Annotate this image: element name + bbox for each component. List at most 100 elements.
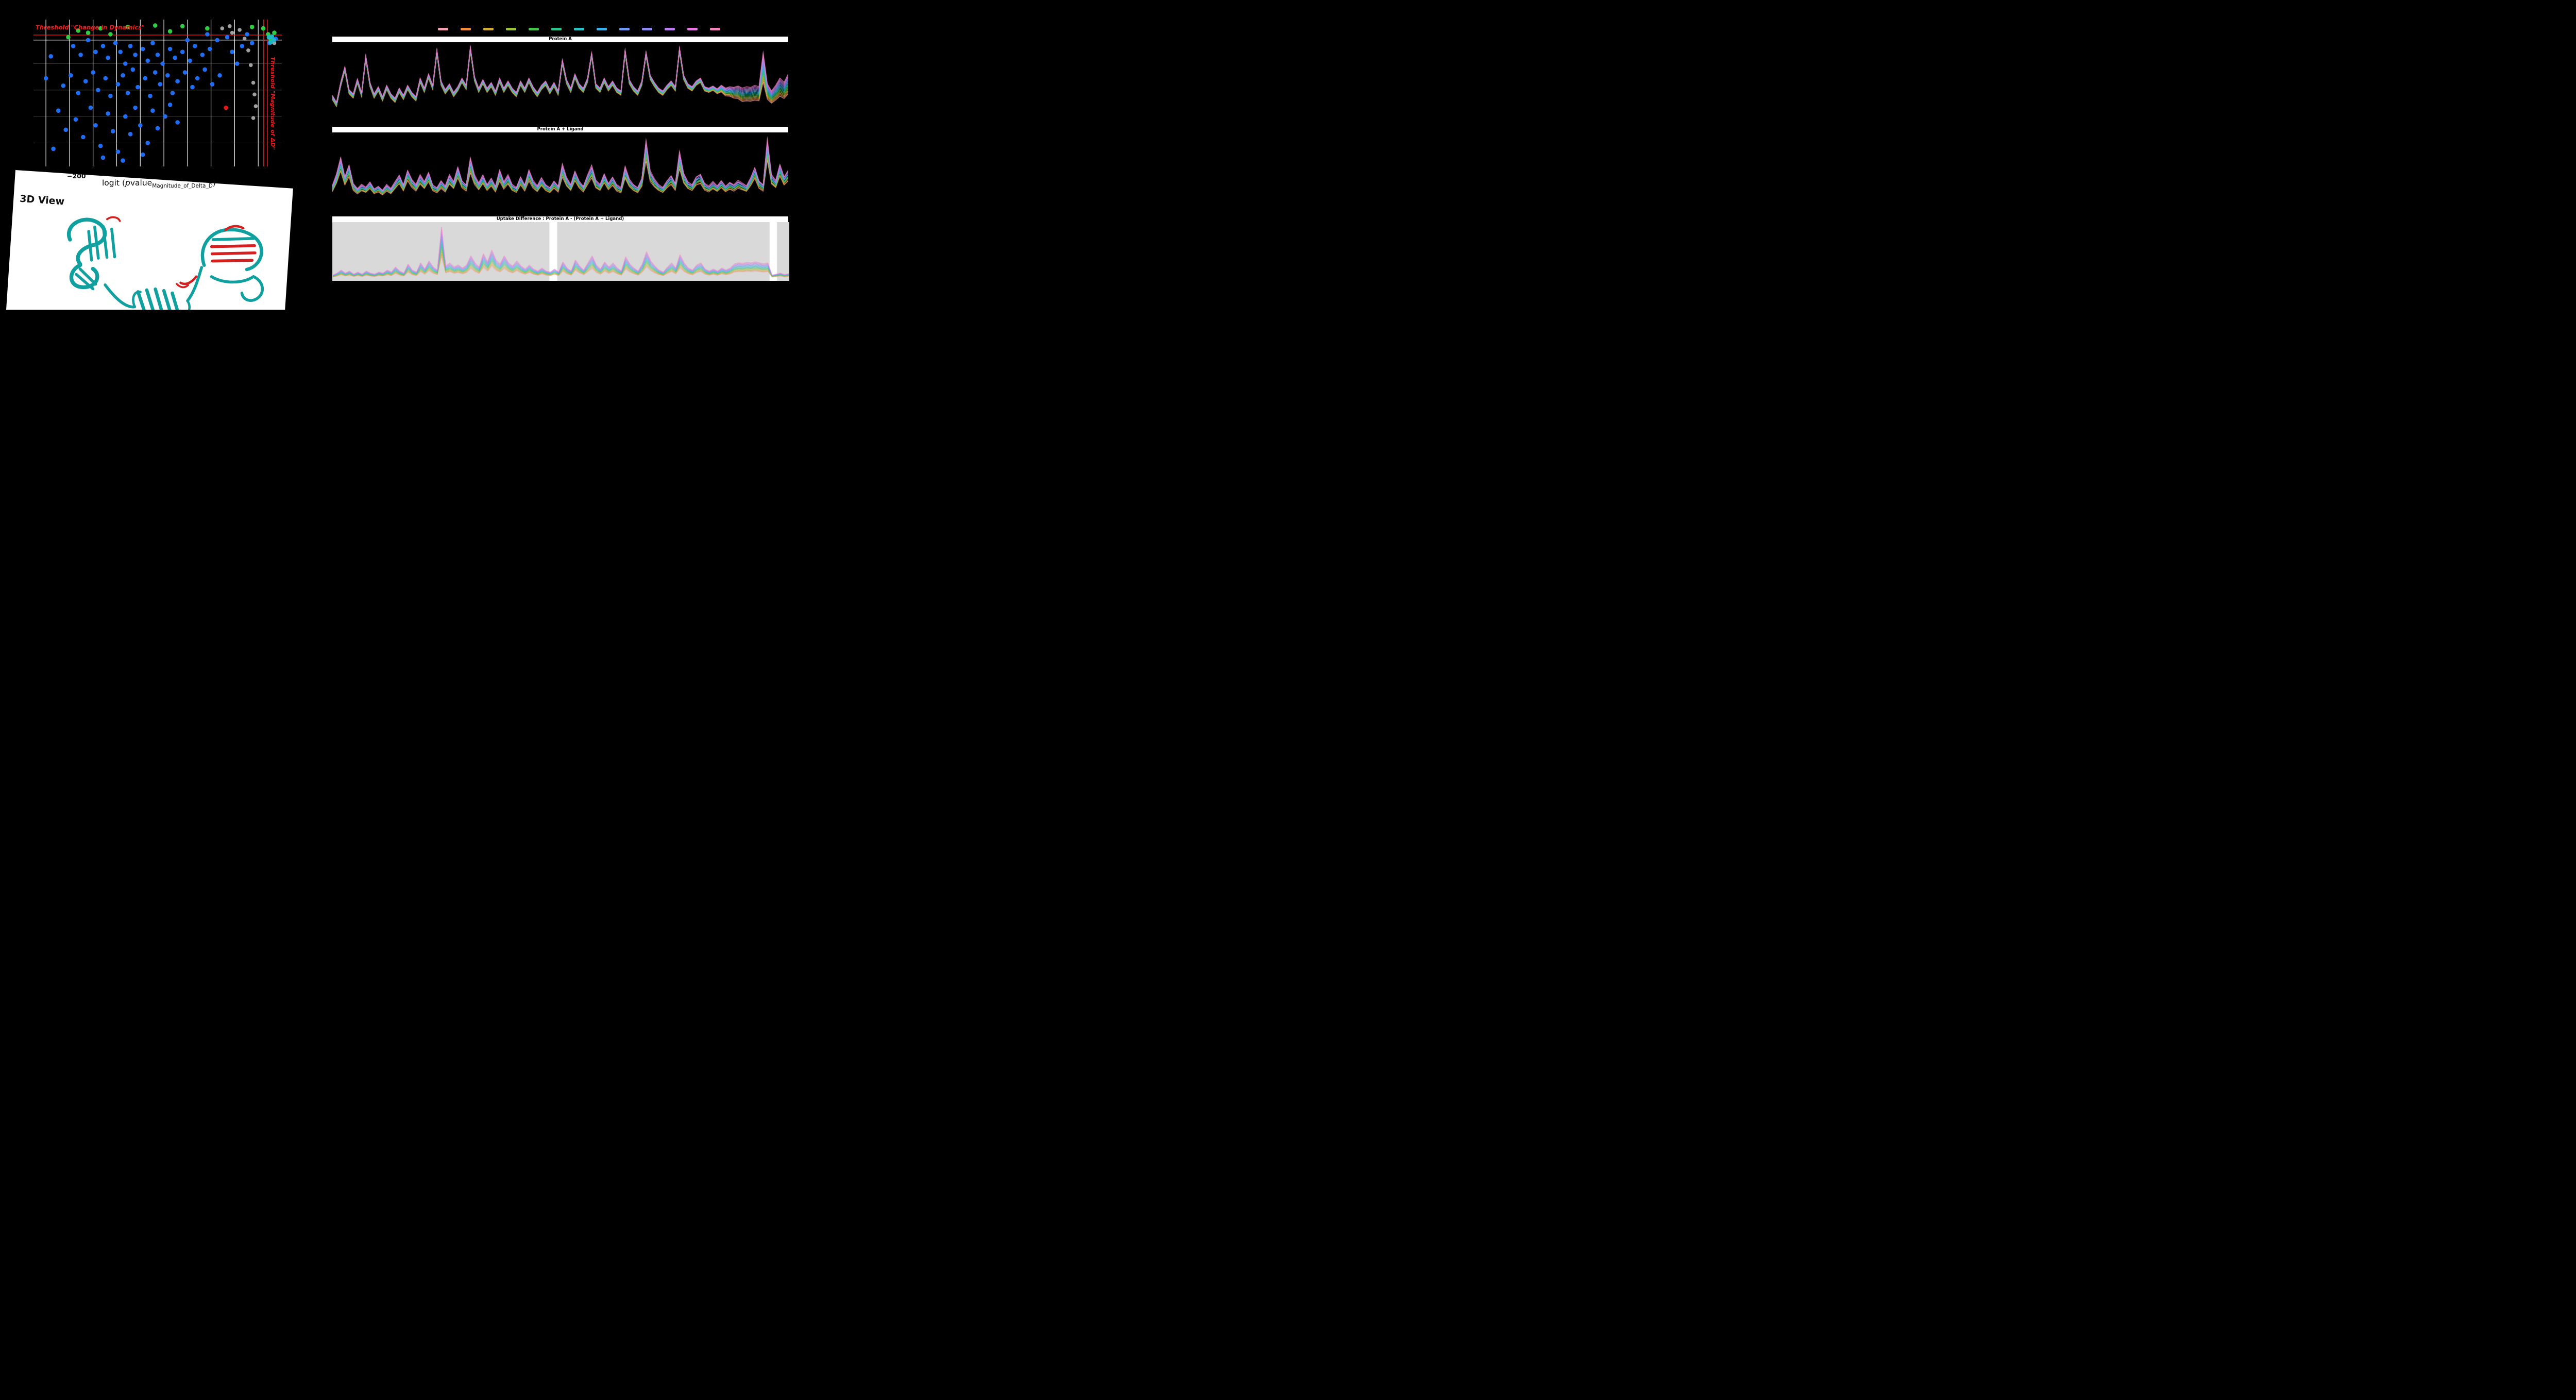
volcano-point-no-significant-change[interactable] [56,108,61,113]
legend-swatch-8[interactable] [597,28,607,30]
volcano-point-change-in-dynamics[interactable] [66,35,71,40]
volcano-point-no-significant-change[interactable] [207,46,212,52]
volcano-point-no-significant-change[interactable] [188,58,193,63]
volcano-point-below-magnitude-threshold[interactable] [251,116,256,120]
volcano-point-no-significant-change[interactable] [145,58,150,63]
volcano-point-below-magnitude-threshold[interactable] [253,104,258,108]
volcano-point-no-significant-change[interactable] [121,158,125,163]
volcano-point-no-significant-change[interactable] [130,67,135,72]
legend-swatch-7[interactable] [574,28,584,30]
volcano-point-no-significant-change[interactable] [155,126,160,131]
volcano-point-no-significant-change[interactable] [81,134,86,140]
legend-swatch-10[interactable] [642,28,652,30]
volcano-point-no-significant-change[interactable] [73,117,78,122]
volcano-point-no-significant-change[interactable] [61,83,66,88]
volcano-point-change-in-dynamics[interactable] [180,24,185,29]
volcano-point-no-significant-change[interactable] [150,41,155,45]
volcano-point-no-significant-change[interactable] [180,49,185,54]
volcano-point-no-significant-change[interactable] [160,61,165,66]
volcano-point-no-significant-change[interactable] [43,76,48,81]
volcano-point-no-significant-change[interactable] [145,141,150,145]
volcano-point-change-in-dynamics[interactable] [205,26,210,31]
volcano-point-no-significant-change[interactable] [152,70,158,75]
volcano-point-no-significant-change[interactable] [133,105,138,110]
legend-swatch-12[interactable] [687,28,698,30]
volcano-point-change-in-dynamics[interactable] [272,30,277,35]
volcano-point-no-significant-change[interactable] [121,73,125,78]
volcano-point-no-significant-change[interactable] [69,73,73,78]
volcano-point-no-significant-change[interactable] [78,53,83,57]
legend-swatch-9[interactable] [619,28,630,30]
volcano-point-no-significant-change[interactable] [205,32,210,37]
volcano-point-no-significant-change[interactable] [148,93,152,98]
volcano-point-below-magnitude-threshold[interactable] [230,30,234,35]
volcano-point-no-significant-change[interactable] [193,44,197,48]
volcano-point-no-significant-change[interactable] [93,123,98,128]
volcano-point-no-significant-change[interactable] [135,85,140,90]
volcano-point-below-magnitude-threshold[interactable] [242,37,247,41]
volcano-point-no-significant-change[interactable] [175,120,180,125]
volcano-point-cluster-teal[interactable] [272,38,276,43]
volcano-point-no-significant-change[interactable] [163,114,167,119]
volcano-point-below-magnitude-threshold[interactable] [249,63,253,68]
volcano-point-no-significant-change[interactable] [106,55,110,60]
volcano-point-no-significant-change[interactable] [173,55,178,60]
volcano-point-no-significant-change[interactable] [185,38,190,43]
volcano-point-below-magnitude-threshold[interactable] [220,26,225,30]
volcano-point-change-in-dynamics[interactable] [167,29,173,34]
volcano-point-no-significant-change[interactable] [100,155,106,160]
volcano-point-change-in-dynamics[interactable] [249,25,255,29]
volcano-point-change-in-dynamics[interactable] [125,25,130,29]
volcano-point-no-significant-change[interactable] [249,41,255,45]
volcano-point-no-significant-change[interactable] [123,61,128,66]
volcano-point-no-significant-change[interactable] [51,146,56,151]
volcano-point-no-significant-change[interactable] [158,82,163,87]
volcano-point-change-in-dynamics[interactable] [76,28,81,33]
volcano-point-no-significant-change[interactable] [71,44,76,48]
volcano-point-no-significant-change[interactable] [165,73,170,78]
legend-swatch-5[interactable] [529,28,539,30]
uptake-difference-chart[interactable] [332,222,789,281]
volcano-point-no-significant-change[interactable] [118,49,123,54]
volcano-point-no-significant-change[interactable] [93,49,98,54]
volcano-point-change-in-dynamics[interactable] [98,26,103,31]
volcano-point-no-significant-change[interactable] [167,103,173,107]
3d-view-panel[interactable]: 3D View [5,170,293,310]
volcano-point-no-significant-change[interactable] [202,67,207,72]
volcano-point-no-significant-change[interactable] [123,114,128,119]
volcano-point-no-significant-change[interactable] [167,46,173,52]
legend-swatch-6[interactable] [551,28,562,30]
volcano-point-no-significant-change[interactable] [210,82,215,87]
volcano-point-below-magnitude-threshold[interactable] [252,92,257,97]
legend-swatch-11[interactable] [665,28,675,30]
volcano-point-no-significant-change[interactable] [128,132,133,137]
volcano-point-no-significant-change[interactable] [113,41,118,45]
protein-a-ligand-uptake-chart[interactable] [332,132,788,208]
legend-swatch-3[interactable] [483,28,494,30]
volcano-point-no-significant-change[interactable] [110,129,115,133]
volcano-point-no-significant-change[interactable] [115,82,121,87]
volcano-point-no-significant-change[interactable] [48,54,53,59]
volcano-point-no-significant-change[interactable] [225,35,230,40]
volcano-point-no-significant-change[interactable] [170,91,175,95]
volcano-point-change-in-dynamics[interactable] [152,23,158,28]
volcano-point-no-significant-change[interactable] [155,53,160,57]
volcano-point-change-in-dynamics[interactable] [108,32,113,37]
volcano-point-no-significant-change[interactable] [98,143,103,148]
volcano-point-no-significant-change[interactable] [175,79,180,83]
volcano-point-no-significant-change[interactable] [150,108,155,113]
volcano-point-no-significant-change[interactable] [103,76,108,81]
volcano-point-no-significant-change[interactable] [91,70,95,75]
volcano-point-no-significant-change[interactable] [140,152,145,157]
volcano-point-no-significant-change[interactable] [63,127,68,132]
volcano-point-no-significant-change[interactable] [200,53,205,57]
volcano-point-no-significant-change[interactable] [140,46,145,52]
volcano-point-change-in-dynamics[interactable] [86,30,91,35]
volcano-point-no-significant-change[interactable] [115,149,121,154]
volcano-point-no-significant-change[interactable] [76,91,81,95]
volcano-point-no-significant-change[interactable] [108,93,113,98]
volcano-point-below-magnitude-threshold[interactable] [251,80,256,85]
volcano-point-no-significant-change[interactable] [96,88,100,93]
volcano-point-below-magnitude-threshold[interactable] [228,24,232,28]
volcano-point-no-significant-change[interactable] [143,76,148,81]
